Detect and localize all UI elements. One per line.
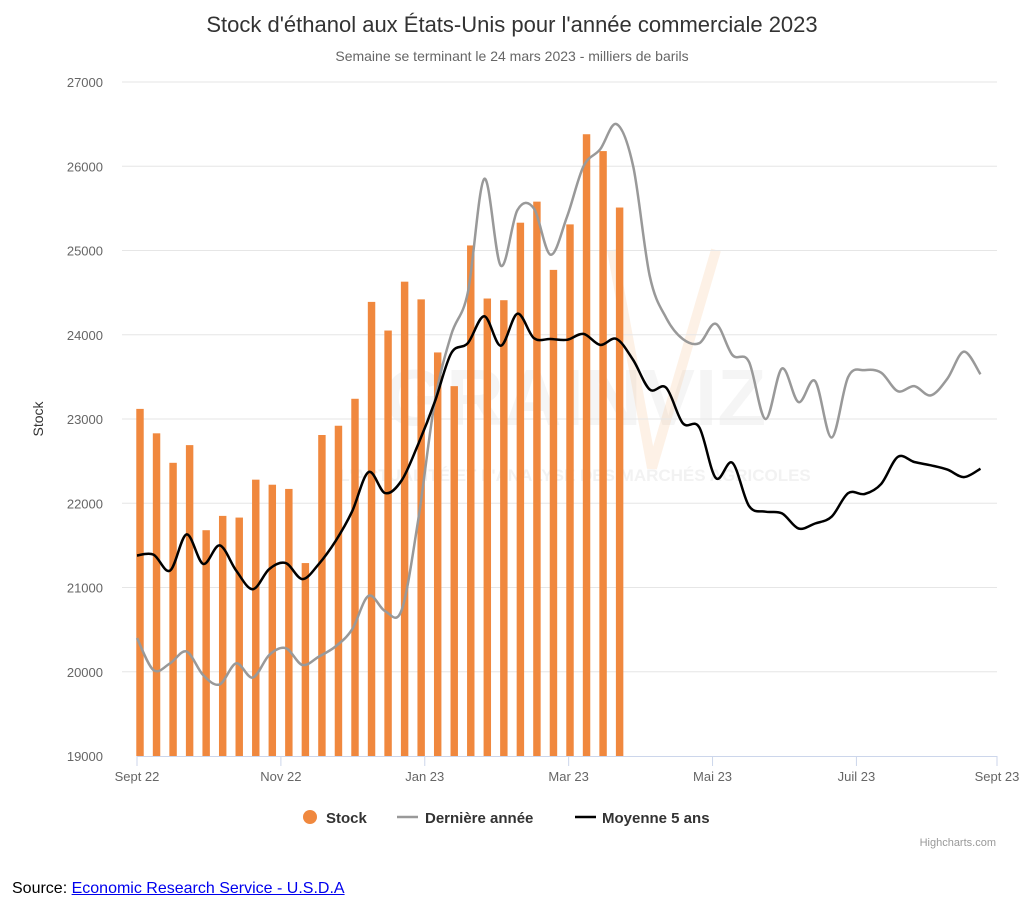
x-tick-label: Mai 23 [693, 769, 732, 784]
stock-bar[interactable] [516, 222, 525, 756]
y-tick-label: 23000 [67, 412, 103, 427]
avg5-line[interactable] [136, 312, 982, 591]
y-tick-label: 19000 [67, 749, 103, 764]
stock-bar[interactable] [433, 352, 442, 756]
last-year-line[interactable] [135, 122, 982, 687]
stock-bar[interactable] [285, 488, 293, 756]
stock-bar[interactable] [185, 445, 194, 756]
stock-bar[interactable] [384, 330, 392, 756]
chart-title: Stock d'éthanol aux États-Unis pour l'an… [206, 12, 817, 37]
gridlines [122, 81, 997, 673]
stock-bar[interactable] [483, 298, 492, 756]
stock-bar[interactable] [136, 408, 144, 756]
x-tick-label: Juil 23 [838, 769, 876, 784]
y-tick-label: 22000 [67, 496, 103, 511]
watermark: GRAINVIZ L'ACTUALITÉ ET L'ANALYSE DES MA… [339, 248, 811, 485]
legend: Stock Dernière année Moyenne 5 ans [303, 810, 710, 827]
y-axis: 19000 20000 21000 22000 23000 24000 25000 26000… [67, 75, 103, 764]
stock-bar[interactable] [500, 300, 508, 756]
chart-area: Stock d'éthanol aux États-Unis pour l'an… [30, 12, 1020, 849]
stock-bar[interactable] [252, 479, 260, 756]
x-axis: Sept 22 Nov 22 Jan 23 Mar 23 Mai 23 Juil 23 Se… [115, 756, 1020, 784]
y-tick-label: 27000 [67, 75, 103, 90]
stock-bar[interactable] [218, 515, 227, 756]
watermark-logo-text: GRAINVIZ [384, 353, 766, 442]
stock-bar[interactable] [566, 224, 574, 756]
stock-bar[interactable] [467, 245, 475, 756]
legend-last-year-label: Dernière année [425, 810, 533, 827]
y-tick-label: 20000 [67, 665, 103, 680]
stock-bar[interactable] [417, 299, 425, 756]
stock-bar[interactable] [582, 134, 591, 757]
stock-bar[interactable] [351, 398, 359, 756]
legend-stock-label: Stock [326, 810, 368, 827]
x-tick-label: Jan 23 [405, 769, 444, 784]
stock-bar[interactable] [202, 530, 210, 756]
stock-bar[interactable] [615, 207, 624, 757]
x-tick-label: Mar 23 [548, 769, 588, 784]
stock-bar[interactable] [268, 484, 277, 756]
watermark-chevron-icon [607, 248, 721, 470]
stock-bar[interactable] [169, 462, 177, 756]
legend-item-last-year[interactable]: Dernière année [397, 810, 533, 827]
stock-bar[interactable] [599, 151, 607, 756]
x-tick-label: Sept 22 [115, 769, 160, 784]
y-tick-label: 24000 [67, 328, 103, 343]
stock-bar[interactable] [152, 433, 161, 756]
stock-bar[interactable] [235, 517, 243, 756]
legend-item-avg5[interactable]: Moyenne 5 ans [575, 810, 710, 827]
stock-bar[interactable] [334, 425, 343, 756]
y-tick-label: 25000 [67, 244, 103, 259]
y-tick-label: 26000 [67, 159, 103, 174]
line-series [135, 122, 982, 687]
legend-stock-marker [303, 810, 317, 824]
stock-bar[interactable] [533, 201, 541, 756]
stock-bar[interactable] [400, 281, 409, 756]
y-axis-title: Stock [30, 400, 46, 436]
legend-item-stock[interactable]: Stock [303, 810, 368, 827]
y-tick-label: 21000 [67, 581, 103, 596]
source-link[interactable]: Economic Research Service - U.S.D.A [71, 880, 345, 897]
x-tick-label: Nov 22 [260, 769, 301, 784]
stock-bar[interactable] [318, 435, 326, 756]
source-line: Source: Economic Research Service - U.S.… [12, 880, 345, 898]
stock-bar[interactable] [549, 269, 558, 756]
stock-bar[interactable] [367, 301, 376, 756]
stock-bars [136, 134, 624, 757]
source-prefix: Source: [12, 880, 72, 897]
stock-bar[interactable] [301, 563, 310, 756]
x-tick-label: Sept 23 [975, 769, 1020, 784]
legend-avg5-label: Moyenne 5 ans [602, 810, 710, 827]
chart-subtitle: Semaine se terminant le 24 mars 2023 - m… [335, 48, 688, 64]
credits-link[interactable]: Highcharts.com [920, 837, 996, 849]
stock-bar[interactable] [450, 386, 458, 756]
